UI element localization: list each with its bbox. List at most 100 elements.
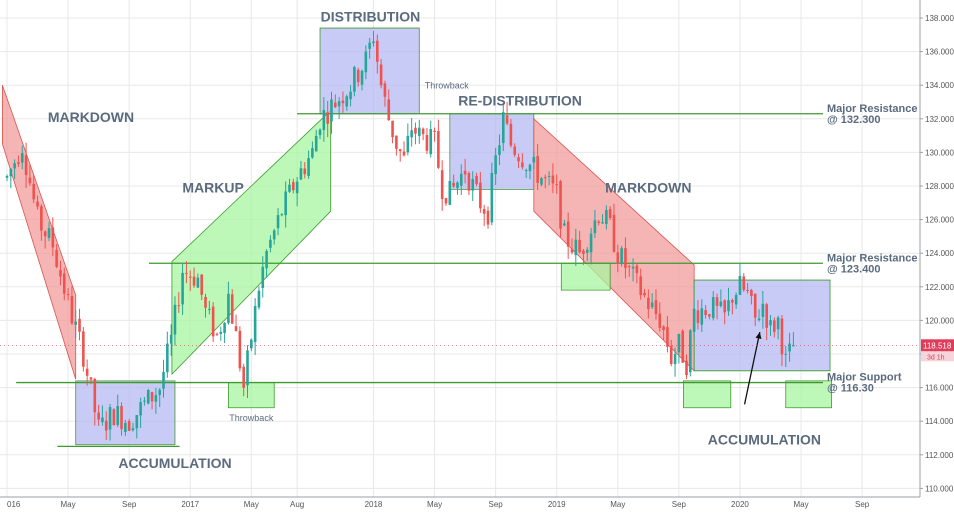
candle-body xyxy=(261,266,265,288)
zone-box-7 xyxy=(560,262,611,291)
price-timer-label: 3d 1h xyxy=(927,354,945,361)
candle-body xyxy=(353,66,356,92)
candle-body xyxy=(509,123,513,146)
candle-body xyxy=(765,304,768,328)
candle-body xyxy=(746,290,749,292)
candle-body xyxy=(330,99,333,122)
candle-body xyxy=(166,343,169,373)
candle-body xyxy=(124,422,127,432)
candle-body xyxy=(521,162,524,168)
candle-body xyxy=(17,162,20,164)
candle-body xyxy=(276,215,280,229)
phase-annotation: ACCUMULATION xyxy=(118,455,231,471)
candle-body xyxy=(395,135,398,149)
candle-body xyxy=(459,173,463,186)
candle-body xyxy=(47,228,51,238)
candle-body xyxy=(471,179,475,191)
candle-body xyxy=(135,415,139,429)
candle-body xyxy=(120,406,123,430)
candle-body xyxy=(669,345,673,364)
level-value-label: @ 116.30 xyxy=(827,383,874,395)
candle-body xyxy=(162,371,165,389)
candle-body xyxy=(78,318,81,332)
candle-body xyxy=(647,297,650,310)
candle-body xyxy=(700,308,704,325)
candle-body xyxy=(234,326,238,332)
candle-body xyxy=(9,169,13,177)
candle-body xyxy=(24,155,28,175)
x-tick-label: 2017 xyxy=(181,500,199,509)
candle-body xyxy=(444,198,448,204)
candle-body xyxy=(563,223,566,226)
candle-body xyxy=(475,175,478,184)
candle-body xyxy=(127,421,131,431)
y-tick-label: 134.000 xyxy=(925,81,954,90)
candle-body xyxy=(532,156,536,163)
candle-body xyxy=(246,350,249,386)
candle-body xyxy=(731,299,734,303)
candle-body xyxy=(719,301,723,307)
price-tag-value: 118.518 xyxy=(923,341,952,350)
candle-body xyxy=(89,377,93,380)
candle-body xyxy=(372,41,375,44)
x-tick-label: Sep xyxy=(855,500,870,509)
candle-body xyxy=(547,175,551,177)
grid-layer xyxy=(0,0,920,497)
candle-body xyxy=(753,293,757,318)
candle-body xyxy=(150,392,154,402)
candle-body xyxy=(467,173,471,191)
candle-body xyxy=(40,206,43,231)
candle-body xyxy=(414,127,417,134)
y-tick-label: 126.000 xyxy=(925,216,954,225)
candle-body xyxy=(131,428,135,431)
candle-body xyxy=(108,407,112,430)
zone-box-10 xyxy=(785,380,832,409)
x-tick-label: 2019 xyxy=(548,500,566,509)
x-tick-label: 016 xyxy=(7,500,21,509)
x-tick-label: Sep xyxy=(122,500,137,509)
x-tick-label: Sep xyxy=(672,500,687,509)
candle-body xyxy=(708,314,711,317)
x-tick-label: 2018 xyxy=(365,500,383,509)
phase-annotation: DISTRIBUTION xyxy=(321,8,421,24)
candle-body xyxy=(658,313,662,328)
candle-body xyxy=(727,300,730,312)
candle-body xyxy=(383,83,387,97)
y-tick-label: 114.000 xyxy=(925,417,954,426)
candle-body xyxy=(158,389,161,395)
x-tick-label: May xyxy=(793,500,808,509)
price-timer xyxy=(921,351,954,362)
candle-body xyxy=(696,310,700,323)
candle-body xyxy=(662,326,665,330)
y-tick-label: 116.000 xyxy=(925,384,954,393)
candle-body xyxy=(28,177,32,184)
candle-body xyxy=(498,145,501,155)
candle-body xyxy=(601,222,604,224)
candle-body xyxy=(32,183,36,200)
x-tick-label: Sep xyxy=(489,500,504,509)
candle-body xyxy=(62,273,66,294)
phase-annotation: MARKDOWN xyxy=(605,180,691,196)
candle-body xyxy=(318,129,322,136)
candle-body xyxy=(448,180,452,205)
candle-body xyxy=(536,156,539,183)
x-tick-label: 2020 xyxy=(731,500,749,509)
candle-body xyxy=(769,320,772,326)
candle-body xyxy=(104,420,108,431)
candle-body xyxy=(490,172,494,223)
candle-body xyxy=(387,99,391,121)
y-tick-label: 138.000 xyxy=(925,14,954,23)
candle-body xyxy=(792,345,795,347)
candle-body xyxy=(314,135,318,152)
candle-body xyxy=(188,276,192,278)
candle-body xyxy=(517,157,520,162)
candle-body xyxy=(288,184,291,192)
candle-body xyxy=(341,100,345,104)
candle-body xyxy=(456,182,459,188)
candle-body xyxy=(643,292,646,296)
candle-body xyxy=(551,175,555,184)
candle-body xyxy=(635,265,639,274)
candle-body xyxy=(631,266,635,269)
candle-body xyxy=(215,333,219,335)
